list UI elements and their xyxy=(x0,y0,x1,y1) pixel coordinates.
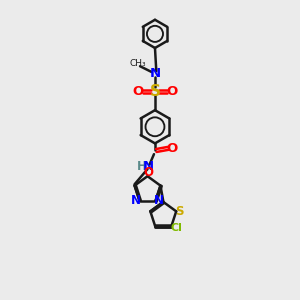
Text: H: H xyxy=(137,160,147,173)
Text: N: N xyxy=(149,67,161,80)
Text: S: S xyxy=(176,205,184,218)
Text: O: O xyxy=(143,167,153,179)
Text: CH₃: CH₃ xyxy=(129,59,146,68)
Text: S: S xyxy=(149,84,161,99)
Text: N: N xyxy=(131,194,141,207)
Text: N: N xyxy=(154,194,164,207)
Text: O: O xyxy=(132,85,143,98)
Text: N: N xyxy=(142,160,153,173)
Text: O: O xyxy=(167,85,178,98)
Text: Cl: Cl xyxy=(171,223,182,233)
Text: O: O xyxy=(167,142,178,155)
